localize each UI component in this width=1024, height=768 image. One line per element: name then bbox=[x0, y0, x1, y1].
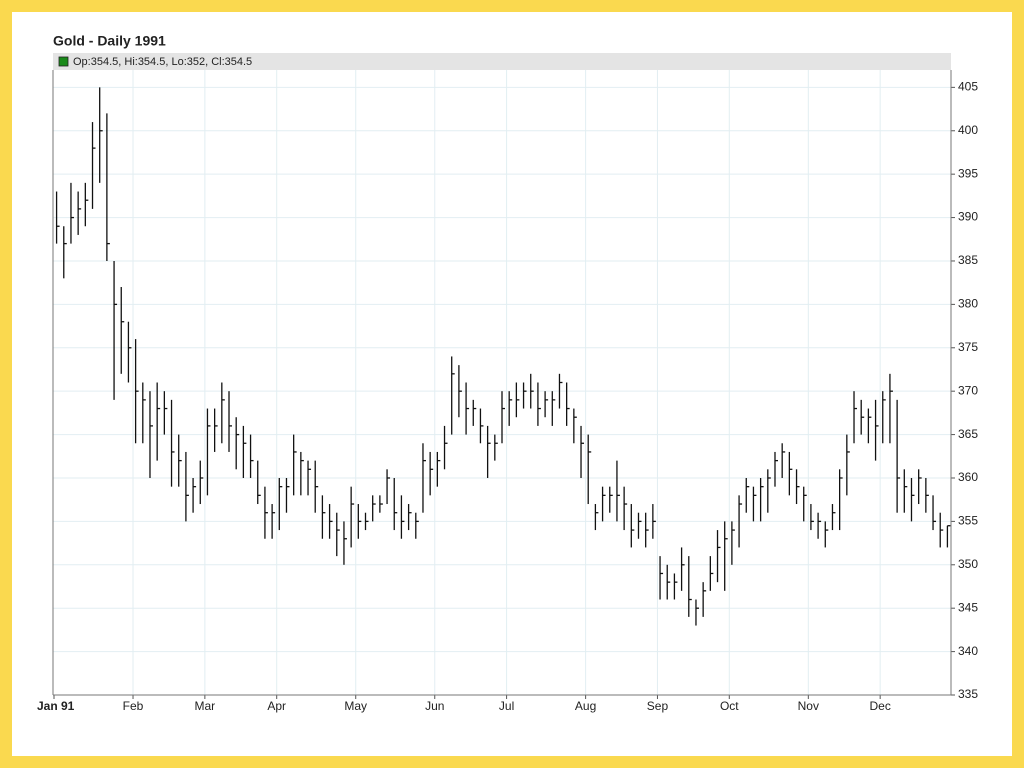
y-tick-label: 405 bbox=[958, 80, 978, 94]
chart-title: Gold - Daily 1991 bbox=[53, 33, 166, 49]
y-tick-label: 380 bbox=[958, 297, 978, 311]
x-tick-label: Dec bbox=[869, 699, 890, 713]
y-tick-label: 365 bbox=[958, 427, 978, 441]
x-tick-label: Nov bbox=[798, 699, 819, 713]
x-tick-label: Jul bbox=[499, 699, 514, 713]
x-tick-label: Apr bbox=[267, 699, 286, 713]
legend-text: Op:354.5, Hi:354.5, Lo:352, Cl:354.5 bbox=[73, 56, 252, 68]
chart-background bbox=[12, 12, 1012, 756]
y-tick-label: 340 bbox=[958, 644, 978, 658]
y-tick-label: 390 bbox=[958, 210, 978, 224]
y-tick-label: 345 bbox=[958, 600, 978, 614]
x-tick-label: Jun bbox=[425, 699, 444, 713]
y-tick-label: 400 bbox=[958, 123, 978, 137]
legend-swatch bbox=[58, 56, 69, 67]
x-tick-label: May bbox=[344, 699, 367, 713]
legend-strip bbox=[53, 53, 951, 70]
x-tick-label: Aug bbox=[575, 699, 596, 713]
y-tick-label: 335 bbox=[958, 687, 978, 701]
x-tick-label: Sep bbox=[647, 699, 669, 713]
x-tick-label: Jan 91 bbox=[37, 699, 75, 713]
x-tick-label: Feb bbox=[123, 699, 144, 713]
y-tick-label: 385 bbox=[958, 253, 978, 267]
y-tick-label: 370 bbox=[958, 383, 978, 397]
x-tick-label: Oct bbox=[720, 699, 739, 713]
y-tick-label: 355 bbox=[958, 514, 978, 528]
y-tick-label: 360 bbox=[958, 470, 978, 484]
y-tick-label: 395 bbox=[958, 166, 978, 180]
y-tick-label: 350 bbox=[958, 557, 978, 571]
x-tick-label: Mar bbox=[195, 699, 216, 713]
y-tick-label: 375 bbox=[958, 340, 978, 354]
